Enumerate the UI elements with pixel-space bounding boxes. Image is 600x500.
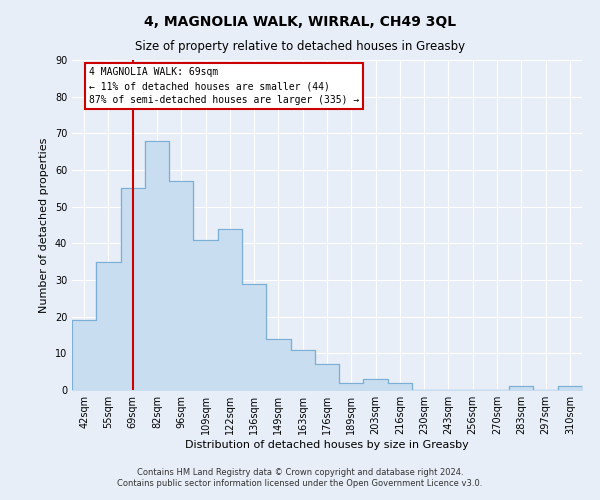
Text: Size of property relative to detached houses in Greasby: Size of property relative to detached ho…	[135, 40, 465, 53]
Text: 4, MAGNOLIA WALK, WIRRAL, CH49 3QL: 4, MAGNOLIA WALK, WIRRAL, CH49 3QL	[144, 15, 456, 29]
Text: 4 MAGNOLIA WALK: 69sqm
← 11% of detached houses are smaller (44)
87% of semi-det: 4 MAGNOLIA WALK: 69sqm ← 11% of detached…	[89, 68, 359, 106]
Text: Contains HM Land Registry data © Crown copyright and database right 2024.
Contai: Contains HM Land Registry data © Crown c…	[118, 468, 482, 487]
Y-axis label: Number of detached properties: Number of detached properties	[39, 138, 49, 312]
X-axis label: Distribution of detached houses by size in Greasby: Distribution of detached houses by size …	[185, 440, 469, 450]
